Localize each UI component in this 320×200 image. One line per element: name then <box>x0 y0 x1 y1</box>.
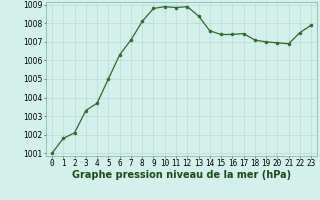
X-axis label: Graphe pression niveau de la mer (hPa): Graphe pression niveau de la mer (hPa) <box>72 170 291 180</box>
